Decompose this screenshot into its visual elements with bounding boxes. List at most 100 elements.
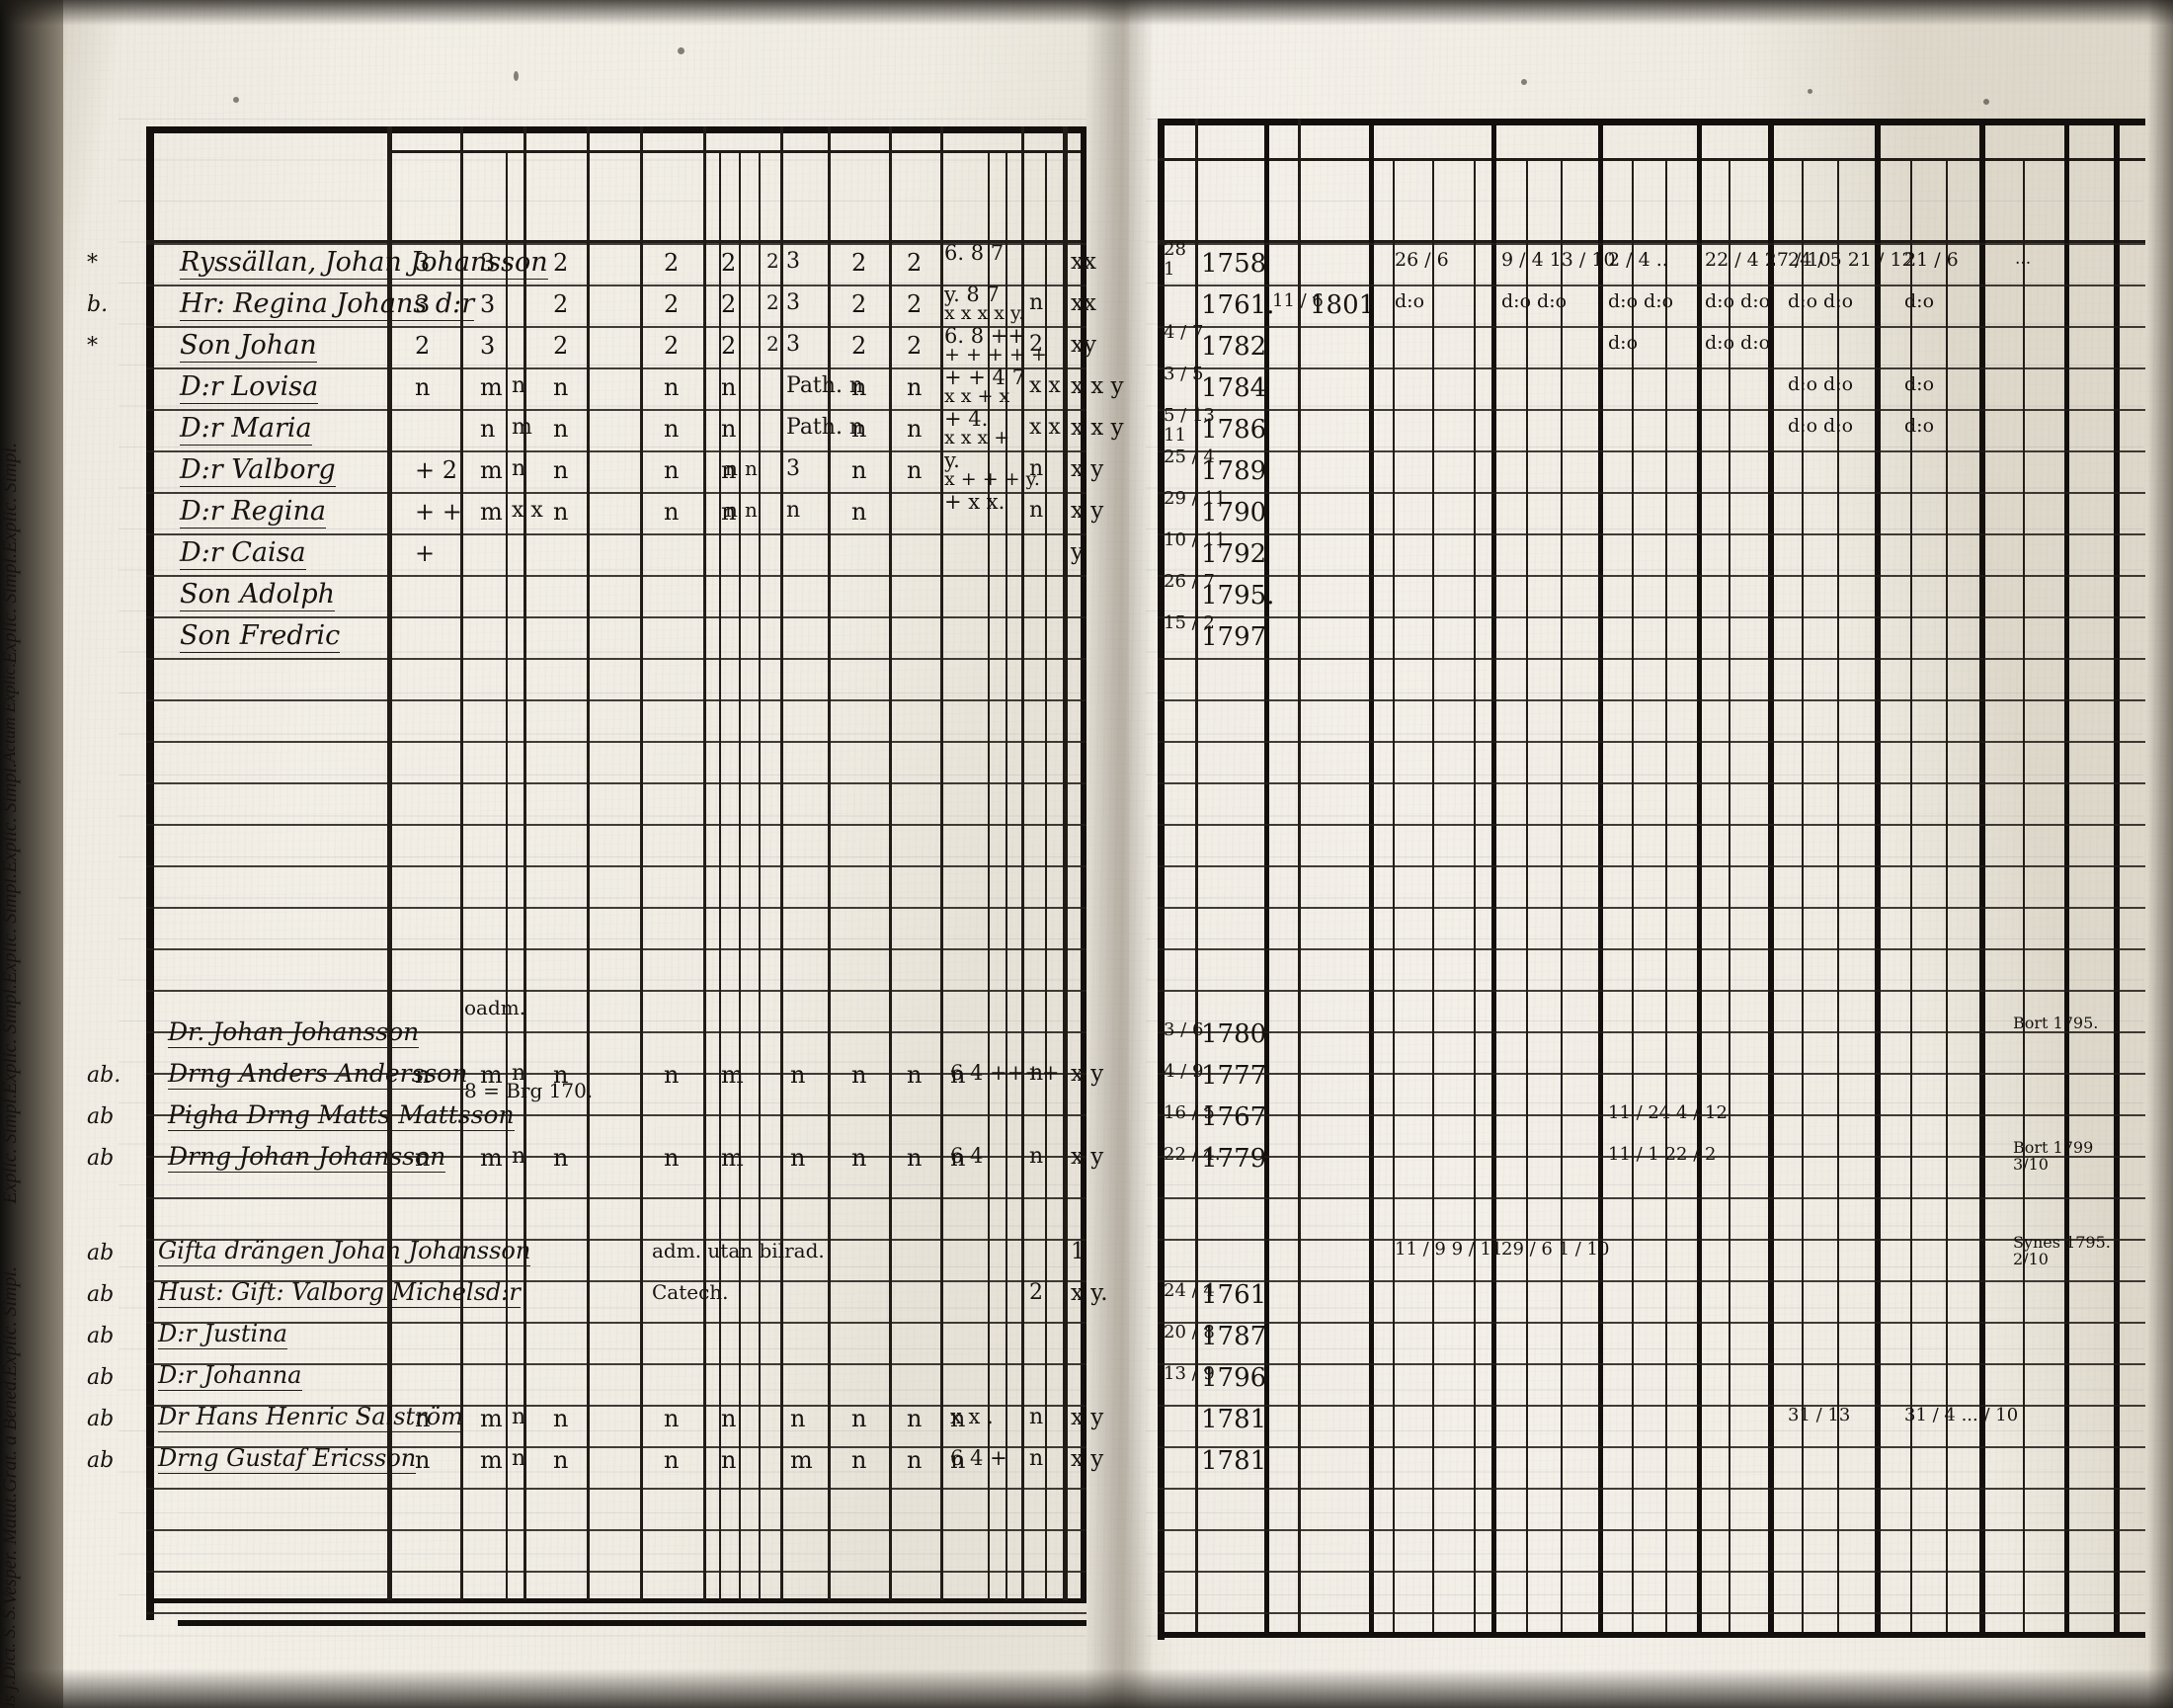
mark-mens: 2 (907, 290, 923, 318)
left-table-bottom-rule-2 (178, 1620, 1086, 1626)
rcol-1801-b (1946, 158, 1948, 1632)
mark-quaest: y. (944, 448, 960, 472)
mark-conf-3: 2 (766, 290, 779, 314)
row-separator-right (1158, 865, 2145, 867)
mark-bapt: n (664, 415, 680, 443)
natus-year: 1777 (1201, 1061, 1267, 1091)
row-separator-left (146, 1322, 1086, 1324)
rcol-1799-a (1729, 158, 1730, 1632)
subhead-bapt: Explic. Simpl. (0, 872, 21, 984)
col-rule-symb (523, 126, 526, 1600)
mark-conf: 3 (786, 249, 800, 274)
row-separator-left (146, 658, 1086, 660)
col-rule-mens (889, 126, 892, 1600)
mark-conf-1: n (725, 498, 738, 522)
mark-bapt: n (664, 1405, 680, 1432)
subhead-orat: Vesper. Matut. (0, 1493, 21, 1606)
mark-bapt: n (664, 498, 680, 526)
mark-actum: m (512, 415, 532, 440)
year-1800-entry: d:o d:o (1788, 373, 1854, 395)
mark-conf: 3 (786, 290, 800, 315)
year-1801-entry: 21 / 6 (1904, 249, 1959, 271)
row-separator-right (1158, 1363, 2145, 1365)
row-separator-left (146, 285, 1086, 286)
mark-ori: n (553, 373, 569, 401)
page-edge-bottom (0, 1668, 2173, 1708)
year-1800-entry: d:o d:o (1788, 415, 1854, 437)
row-separator-left (146, 616, 1086, 618)
mark-conf: Path. n (786, 373, 864, 398)
person-name: Drng Johan Johansson (168, 1142, 446, 1173)
person-name: Drng Gustaf Ericsson (158, 1444, 417, 1474)
mark-abs: n (721, 373, 737, 401)
year-1797-entry: 9 / 4 13 / 10 (1501, 249, 1616, 271)
row-separator-right (1158, 326, 2145, 328)
row-separator-left (146, 367, 1086, 369)
row-separator-left (146, 1197, 1086, 1199)
row-separator-left (146, 1529, 1086, 1531)
row-margin-mark: * (87, 251, 98, 276)
row-separator-left (146, 1114, 1086, 1116)
natus-year: 1784 (1201, 373, 1267, 403)
row-separator-left (146, 1571, 1086, 1573)
row-separator-right (1158, 1322, 2145, 1324)
mark-mens: n (907, 456, 923, 484)
mark-ori: 2 (553, 290, 569, 318)
row-separator-right (1158, 575, 2145, 577)
row-separator-left (146, 741, 1086, 743)
year-1798-entry: 11 / 1 22 / 2 (1608, 1144, 1717, 1165)
ink-speck (233, 97, 239, 103)
right-header-bottom-band (1158, 240, 2145, 243)
mark-dec: + (415, 539, 436, 567)
mark-daec: n (1029, 498, 1044, 523)
person-name: Dr Hans Henric Salström (158, 1403, 463, 1432)
mark-mens: n (907, 1061, 923, 1089)
mark-daec: x x (1029, 415, 1061, 440)
person-name: Dr. Johan Johansson (168, 1017, 420, 1048)
right-table-right-rule (2114, 119, 2120, 1632)
row-side-note: oadm. (464, 996, 526, 1019)
mark-symb: m (480, 498, 503, 526)
natus-day: 16 / 5 (1164, 1102, 1215, 1123)
mark-symb: m (480, 1061, 503, 1089)
col-rule-symb-actum (506, 150, 508, 1600)
left-header-bottom-band (146, 240, 1086, 243)
mark-conf-3: 2 (766, 332, 779, 356)
row-separator-right (1158, 1405, 2145, 1407)
natus-year: 1779 (1201, 1144, 1267, 1174)
natus-day: 28 (1164, 239, 1186, 260)
natus-year: 1761. (1201, 290, 1275, 320)
natus-year: 1761 (1201, 1280, 1267, 1310)
rcol-natus-end (1264, 119, 1269, 1632)
subhead-mens: Grat. a Bened. (0, 1376, 21, 1494)
row-separator-left (146, 1156, 1086, 1158)
mark-actum: n (512, 1144, 526, 1169)
mark-actum: n (512, 373, 526, 398)
row-separator-right (1158, 285, 2145, 286)
mark-abs: m (721, 1061, 744, 1089)
subhead-actum: Actum Explic. (0, 663, 19, 764)
person-name: Pigha Drng Matts Mattsson (168, 1100, 515, 1131)
left-table-right-rule (1081, 126, 1086, 1600)
mark-quaest-second: x x x + (944, 427, 1010, 448)
mark-conf: n (790, 1061, 806, 1089)
mark-ln: x y (1071, 1446, 1104, 1472)
row-separator-right (1158, 616, 2145, 618)
row-separator-right (1158, 1114, 2145, 1116)
year-1798-entry: 11 / 24 4 / 12 (1608, 1102, 1728, 1123)
person-name: Son Fredric (180, 620, 341, 653)
row-separator-left (146, 575, 1086, 577)
mark-daec: n (1029, 1446, 1044, 1471)
row-separator-left (146, 450, 1086, 452)
person-name: Son Johan (180, 330, 317, 363)
year-1800-entry: d:o d:o (1788, 290, 1854, 312)
rcol-1796-end (1491, 119, 1496, 1632)
subhead-conf: Explic. Simpl. (0, 1094, 21, 1204)
ink-speck (514, 71, 519, 81)
row-separator-left (146, 865, 1086, 867)
obit-year: 1801 (1310, 290, 1376, 320)
row-separator-left (146, 492, 1086, 494)
mark-mens: 2 (907, 249, 923, 277)
person-name: Hust: Gift: Valborg Michelsd:r (158, 1278, 521, 1308)
